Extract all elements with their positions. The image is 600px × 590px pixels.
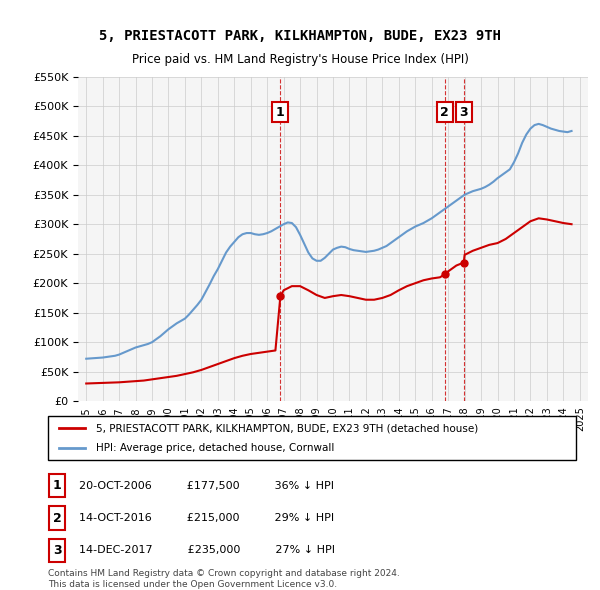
Text: Price paid vs. HM Land Registry's House Price Index (HPI): Price paid vs. HM Land Registry's House … [131,53,469,66]
Text: HPI: Average price, detached house, Cornwall: HPI: Average price, detached house, Corn… [95,443,334,453]
FancyBboxPatch shape [48,416,576,460]
Text: 3: 3 [460,106,468,119]
Text: 1: 1 [53,479,61,492]
Text: 14-OCT-2016          £215,000          29% ↓ HPI: 14-OCT-2016 £215,000 29% ↓ HPI [72,513,334,523]
Text: Contains HM Land Registry data © Crown copyright and database right 2024.
This d: Contains HM Land Registry data © Crown c… [48,569,400,589]
Text: 20-OCT-2006          £177,500          36% ↓ HPI: 20-OCT-2006 £177,500 36% ↓ HPI [72,481,334,490]
Text: 5, PRIESTACOTT PARK, KILKHAMPTON, BUDE, EX23 9TH (detached house): 5, PRIESTACOTT PARK, KILKHAMPTON, BUDE, … [95,424,478,433]
Text: 2: 2 [440,106,449,119]
FancyBboxPatch shape [49,539,65,562]
Text: 3: 3 [53,544,61,557]
Text: 2: 2 [53,512,61,525]
Text: 5, PRIESTACOTT PARK, KILKHAMPTON, BUDE, EX23 9TH: 5, PRIESTACOTT PARK, KILKHAMPTON, BUDE, … [99,30,501,44]
FancyBboxPatch shape [49,506,65,530]
FancyBboxPatch shape [49,474,65,497]
Text: 14-DEC-2017          £235,000          27% ↓ HPI: 14-DEC-2017 £235,000 27% ↓ HPI [72,546,335,555]
Text: 1: 1 [276,106,285,119]
